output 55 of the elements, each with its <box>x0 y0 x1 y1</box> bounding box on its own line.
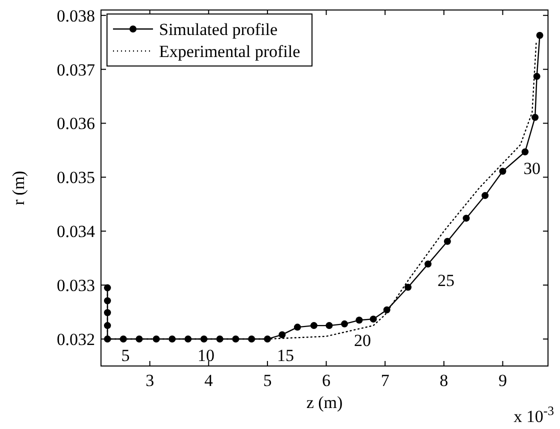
legend-label: Experimental profile <box>159 42 300 61</box>
point <box>294 324 301 331</box>
annotation: 5 <box>121 346 130 366</box>
y-tick-label: 0.035 <box>56 168 95 188</box>
point <box>232 336 240 343</box>
point <box>340 320 348 328</box>
annotation: 10 <box>198 346 215 366</box>
y-tick-label: 0.032 <box>56 330 95 349</box>
annotation: 15 <box>276 346 294 366</box>
point <box>184 336 192 343</box>
point <box>310 322 318 330</box>
x-tick-label: 3 <box>146 371 154 390</box>
point <box>424 260 432 268</box>
x-axis-title: z (m) <box>306 393 343 412</box>
point <box>216 336 224 343</box>
annotation: 30 <box>524 158 540 178</box>
text: x 10$^{-3}$ <box>514 404 554 426</box>
point <box>536 32 544 39</box>
point <box>356 316 363 324</box>
point <box>444 238 451 245</box>
point <box>404 284 412 291</box>
y-tick-label: 0.038 <box>56 6 95 26</box>
y-tick-label: 0.033 <box>56 276 95 296</box>
point <box>278 331 286 338</box>
point <box>104 336 111 343</box>
point <box>104 284 111 292</box>
point <box>533 72 540 80</box>
point <box>200 336 208 343</box>
point <box>499 168 506 175</box>
point <box>462 214 470 222</box>
x-tick-label: 9 <box>498 371 507 390</box>
point <box>248 336 256 343</box>
point <box>522 148 529 156</box>
x-tick-label: 8 <box>440 371 448 390</box>
point <box>482 192 489 200</box>
point <box>136 336 143 343</box>
point <box>532 114 539 121</box>
point <box>383 306 390 314</box>
x-tick-label: 4 <box>204 371 214 390</box>
y-tick-label: 0.037 <box>56 60 96 80</box>
point <box>168 336 176 343</box>
x-tick-label: 6 <box>322 371 331 390</box>
point <box>152 336 160 343</box>
y-tick-label: 0.036 <box>56 114 95 134</box>
legend-label: Simulated profile <box>159 20 278 39</box>
point <box>264 336 271 343</box>
point <box>120 336 127 343</box>
y-tick-label: 0.034 <box>56 222 96 242</box>
x-tick-label: 7 <box>380 371 390 390</box>
x-tick-label: 5 <box>263 371 272 390</box>
annotation: 20 <box>354 330 371 350</box>
y-axis-title: r (m) <box>9 170 28 206</box>
annotation: 25 <box>438 271 455 290</box>
point <box>370 316 377 323</box>
point <box>326 322 333 330</box>
